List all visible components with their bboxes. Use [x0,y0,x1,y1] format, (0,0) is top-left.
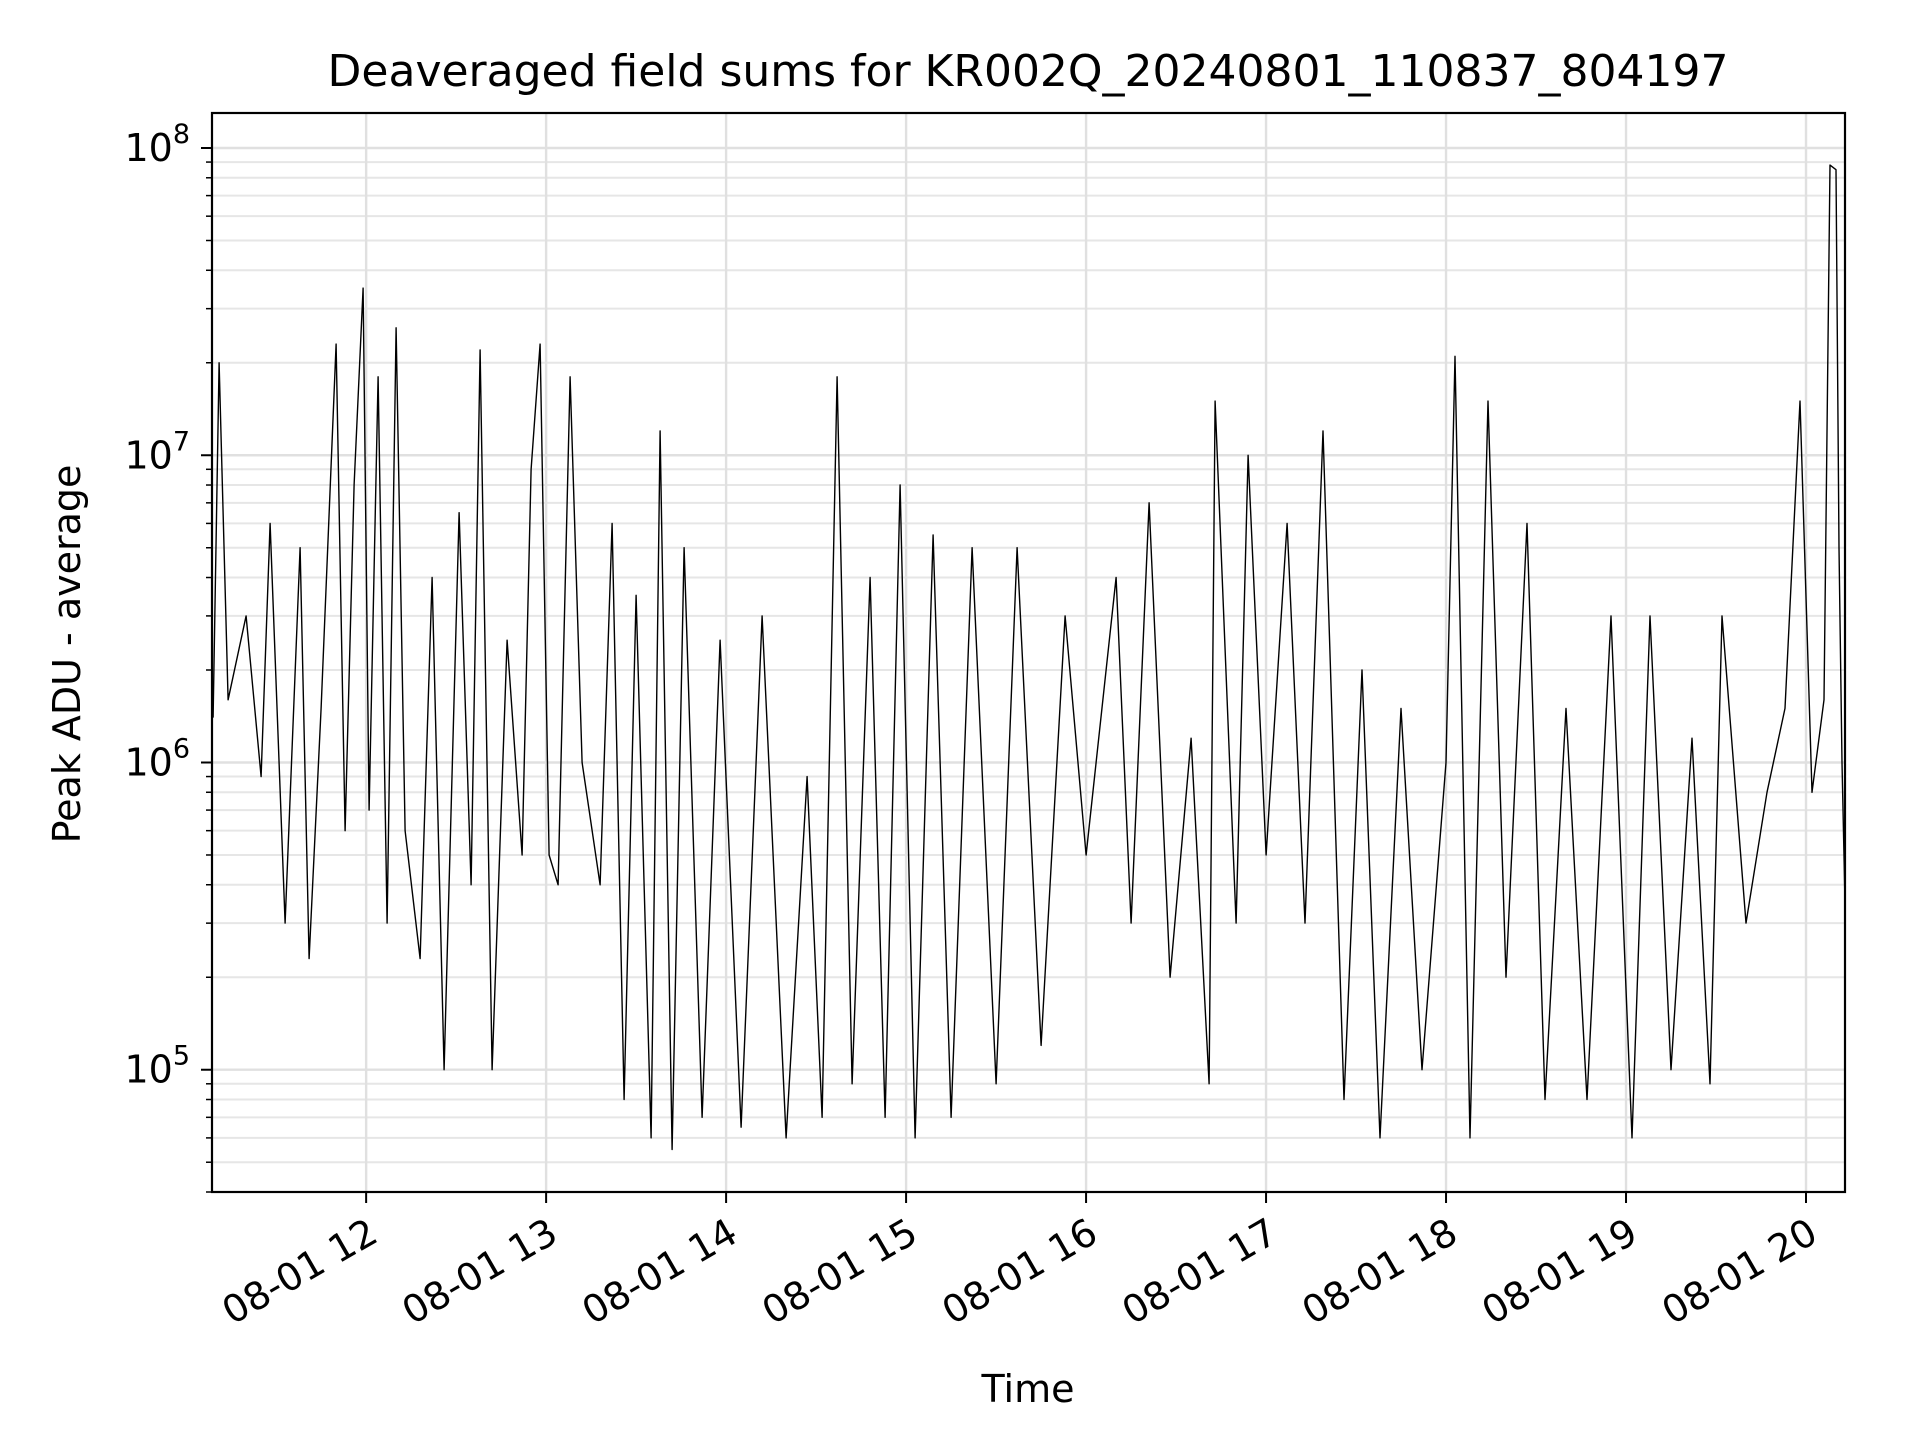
y-tick-label: 106 [124,733,190,784]
plot-frame [210,111,1847,1194]
y-tick-label: 108 [124,119,190,170]
series-layer [212,164,1846,1151]
chart-title: Deaveraged field sums for KR002Q_2024080… [328,46,1729,97]
y-axis-label: Peak ADU - average [45,465,89,844]
y-tick-label: 107 [124,426,190,477]
y-tick-label: 105 [124,1041,190,1092]
x-axis-label: Time [981,1367,1075,1411]
series-line [212,164,1846,1151]
